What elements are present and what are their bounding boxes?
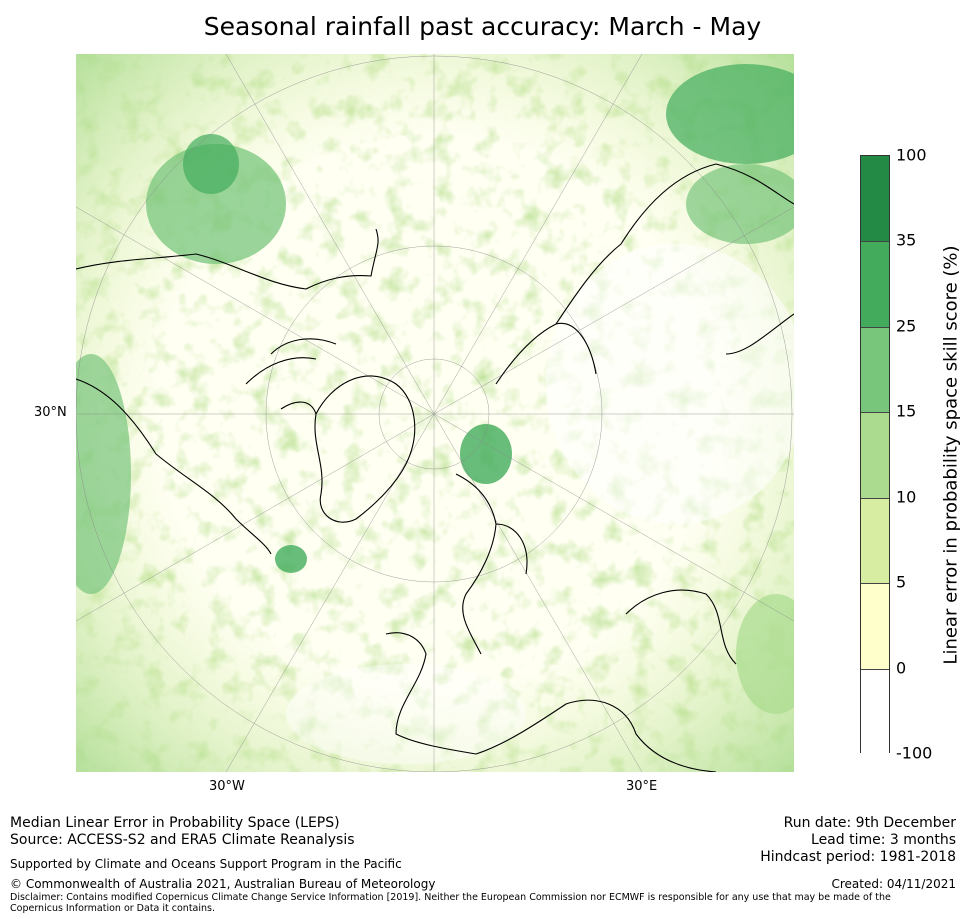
coastlines (76, 163, 794, 772)
meridian (225, 54, 435, 415)
footer-disclaimer: Disclaimer: Contains modified Copernicus… (10, 892, 891, 914)
skill-patch-southeast (736, 594, 794, 714)
meridian (433, 206, 794, 415)
lon-label-30w: 30°W (209, 779, 245, 794)
coastline-scandinavia (455, 473, 528, 655)
skill-patch-northwest-core (183, 134, 239, 194)
meridian (433, 413, 643, 772)
coastline-north-america (76, 228, 379, 555)
meridian (225, 413, 435, 772)
low-skill-east (546, 244, 794, 524)
coastline-canadian-archipelago (245, 338, 337, 415)
footer-lead-time: Lead time: 3 months (811, 832, 956, 848)
low-skill-south (286, 664, 526, 764)
graticule (76, 54, 794, 772)
lon-label-30e: 30°E (626, 779, 658, 794)
coastline-greenland (314, 375, 416, 523)
colorbar-bin (861, 326, 889, 413)
skill-patch-east-pacific (686, 164, 794, 244)
skill-patch-northeast (666, 64, 794, 164)
meridian (433, 413, 794, 622)
coastline-siberia (495, 163, 794, 385)
skill-score-map-svg (76, 54, 794, 772)
colorbar-tick-label: 100 (896, 145, 927, 165)
footer-source: Source: ACCESS-S2 and ERA5 Climate Reana… (10, 832, 355, 848)
colorbar-bin (861, 412, 889, 498)
colorbar-tick-label: 25 (896, 316, 917, 336)
skill-patch-northwest (146, 144, 286, 264)
colorbar-bin (861, 241, 889, 327)
polar-map (76, 54, 794, 772)
meridian (76, 413, 435, 622)
colorbar-bin (861, 668, 889, 754)
footer-support: Supported by Climate and Oceans Support … (10, 857, 402, 871)
skill-patch-atlantic (275, 545, 307, 573)
coastline-east-asia (625, 313, 794, 665)
colorbar (860, 155, 890, 754)
colorbar-tick-label: 35 (896, 230, 917, 250)
footer-run-date: Run date: 9th December (783, 815, 956, 831)
meridian (433, 54, 643, 415)
footer-leps: Median Linear Error in Probability Space… (10, 815, 340, 831)
colorbar-tick-label: 5 (896, 572, 907, 592)
footer-hindcast: Hindcast period: 1981-2018 (760, 849, 956, 865)
meridian (76, 206, 435, 415)
skill-patch-barents (460, 424, 512, 484)
coastline-europe (385, 632, 717, 772)
colorbar-tick-label: 15 (896, 401, 917, 421)
colorbar-bin (861, 497, 889, 584)
colorbar-tick-label: 10 (896, 487, 917, 507)
colorbar-tick-label: -100 (896, 743, 933, 763)
footer-copyright: © Commonwealth of Australia 2021, Austra… (10, 877, 436, 891)
colorbar-bin (861, 583, 889, 669)
colorbar-tick-label: 0 (896, 658, 907, 678)
footer-created: Created: 04/11/2021 (831, 877, 956, 891)
chart-title: Seasonal rainfall past accuracy: March -… (203, 12, 762, 41)
colorbar-bin (861, 156, 889, 242)
lat-label-30n: 30°N (34, 405, 67, 420)
colorbar-title: Linear error in probability space skill … (940, 245, 962, 665)
